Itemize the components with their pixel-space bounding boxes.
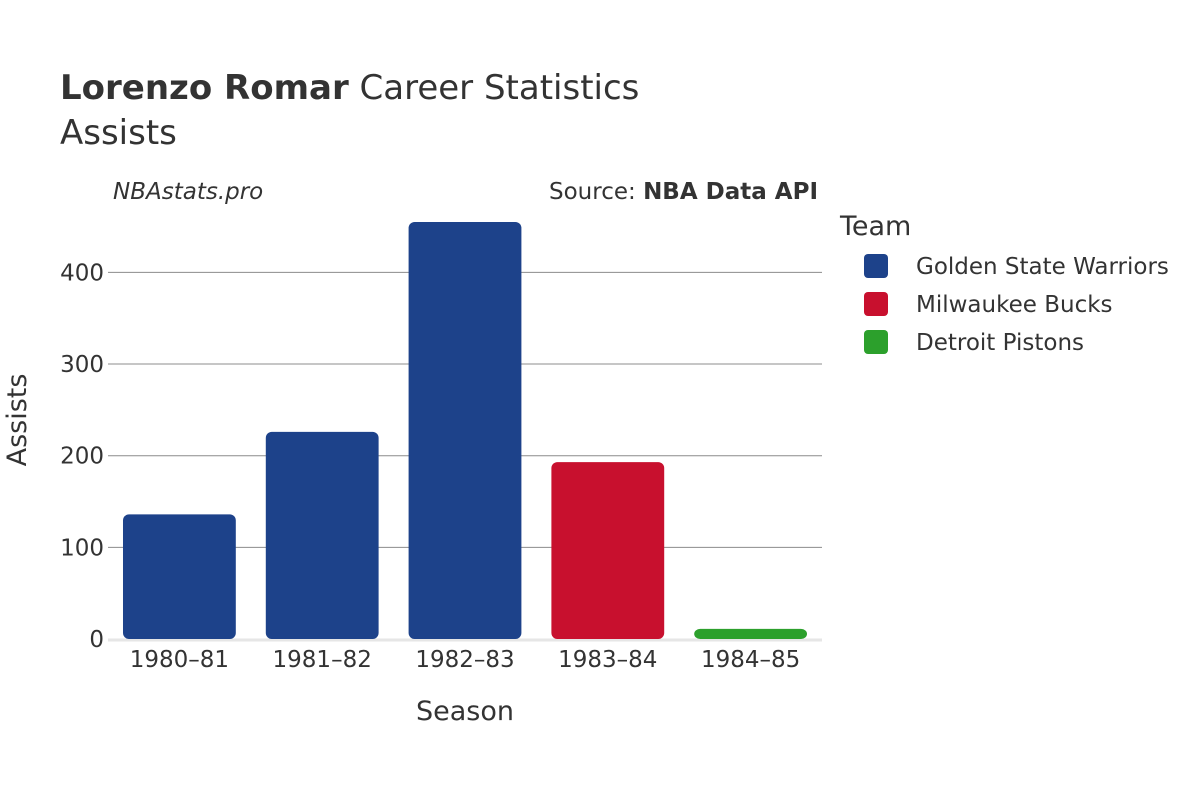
legend-swatch xyxy=(864,330,888,354)
x-tick-label: 1983–84 xyxy=(558,647,657,673)
y-tick-label: 400 xyxy=(60,260,104,286)
title-suffix: Career Statistics xyxy=(348,68,640,108)
chart-title: Lorenzo Romar Career Statistics xyxy=(60,68,639,108)
y-tick-label: 100 xyxy=(60,535,104,561)
source-credit: Source: NBA Data API xyxy=(549,179,818,205)
bars xyxy=(122,222,808,639)
legend-title: Team xyxy=(839,211,911,242)
source-prefix: Source: xyxy=(549,179,643,205)
player-name: Lorenzo Romar xyxy=(60,68,349,108)
y-tick-label: 200 xyxy=(60,444,104,470)
x-tick-label: 1980–81 xyxy=(130,647,229,673)
x-tick-label: 1984–85 xyxy=(701,647,800,673)
legend: Golden State Warriors Milwaukee Bucks Detr… xyxy=(864,254,1169,356)
legend-swatch xyxy=(864,292,888,316)
legend-label: Milwaukee Bucks xyxy=(916,292,1113,318)
bar xyxy=(408,222,522,639)
bar xyxy=(551,462,665,639)
legend-swatch xyxy=(864,254,888,278)
y-tick-label: 300 xyxy=(60,352,104,378)
y-axis-ticks: 0 100 200 300 400 xyxy=(60,260,104,653)
chart-subtitle: Assists xyxy=(60,113,177,153)
bar xyxy=(265,431,379,639)
bar xyxy=(694,628,808,639)
source-name: NBA Data API xyxy=(643,179,818,205)
x-axis-title: Season xyxy=(416,696,514,727)
legend-label: Golden State Warriors xyxy=(916,254,1169,280)
y-tick-label: 0 xyxy=(89,627,104,653)
bar xyxy=(122,514,236,639)
x-tick-label: 1981–82 xyxy=(273,647,372,673)
legend-label: Detroit Pistons xyxy=(916,330,1084,356)
x-axis-ticks: 1980–81 1981–82 1982–83 1983–84 1984–85 xyxy=(130,647,801,673)
x-tick-label: 1982–83 xyxy=(415,647,514,673)
y-axis-title: Assists xyxy=(2,374,33,467)
site-credit: NBAstats.pro xyxy=(113,179,263,205)
